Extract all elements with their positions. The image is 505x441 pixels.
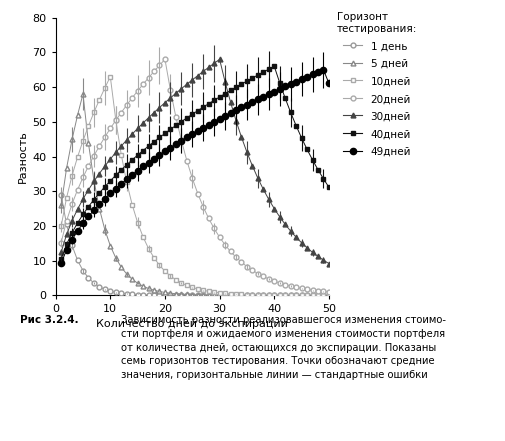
Text: Рис 3.2.4.: Рис 3.2.4. (20, 315, 79, 325)
X-axis label: Количество дней до экспирации: Количество дней до экспирации (96, 319, 288, 329)
Y-axis label: Разность: Разность (18, 130, 28, 183)
Legend: 1 день, 5 дней, 10дней, 20дней, 30дней, 40дней, 49дней: 1 день, 5 дней, 10дней, 20дней, 30дней, … (336, 12, 417, 157)
Text: Зависимость разности реализовавшегося изменения стоимо-
сти портфеля и ожидаемог: Зависимость разности реализовавшегося из… (121, 315, 445, 380)
